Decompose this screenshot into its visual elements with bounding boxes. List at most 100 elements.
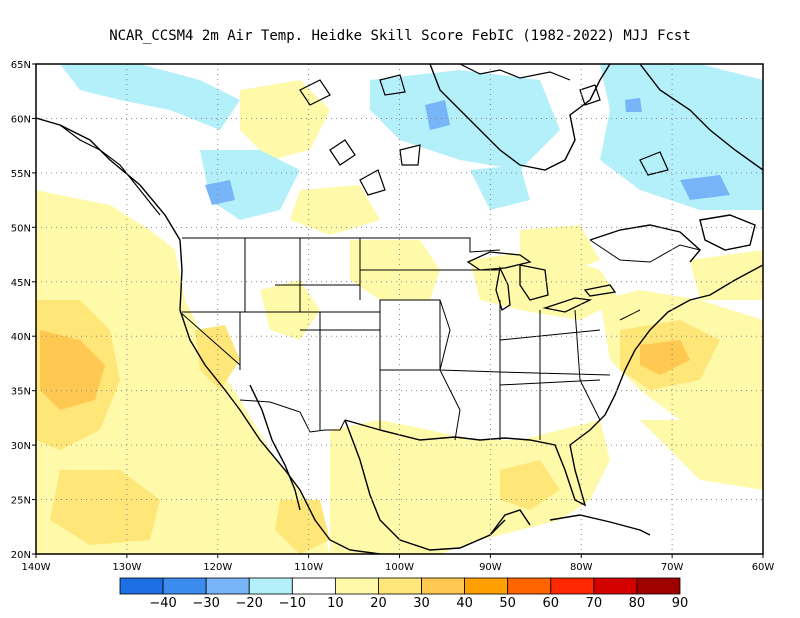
skill-blue-dark-3 xyxy=(625,98,642,112)
skill-region-labrador-blue xyxy=(600,64,763,210)
lake-squiggle-1 xyxy=(329,139,356,166)
colorbar-label: 90 xyxy=(672,596,689,611)
lake-squiggle-7 xyxy=(639,151,669,176)
colorbar-label: 10 xyxy=(327,596,344,611)
skill-region-mexico-coast xyxy=(275,500,330,554)
skill-blue-dark-4 xyxy=(680,175,730,200)
lon-label: 80W xyxy=(570,562,593,573)
bc-islands xyxy=(59,124,161,216)
lon-label: 90W xyxy=(479,562,502,573)
colorbar-swatch xyxy=(636,577,681,595)
lat-label: 25N xyxy=(11,496,31,507)
skill-region-east-peak xyxy=(640,340,690,375)
skill-region-atlantic xyxy=(690,250,763,300)
skill-region-hudson-blue xyxy=(370,70,560,170)
st-lawrence xyxy=(589,224,701,263)
colorbar-swatch xyxy=(291,577,336,595)
colorbar-swatch xyxy=(550,577,595,595)
lat-lon-grid xyxy=(36,64,763,554)
lake-squiggle-4 xyxy=(299,79,331,106)
colorbar-swatch xyxy=(507,577,552,595)
lat-label: 65N xyxy=(11,60,31,71)
cuba xyxy=(549,514,651,536)
map-area xyxy=(36,64,763,554)
lat-label: 60N xyxy=(11,114,31,125)
lake-squiggle-3 xyxy=(399,144,421,166)
colorbar-label: 70 xyxy=(586,596,603,611)
canada-lakes xyxy=(59,64,669,216)
skill-region-west-coast xyxy=(36,190,330,554)
colorbar-label: 60 xyxy=(542,596,559,611)
skill-region-canada-central xyxy=(290,185,380,235)
colorbar: −40 −30 −20 −10 10 20 30 40 50 60 70 80 90 xyxy=(119,577,689,611)
lon-label: 100W xyxy=(385,562,414,573)
skill-shading-30-40 xyxy=(40,330,690,410)
figure-title: NCAR_CCSM4 2m Air Temp. Heidke Skill Sco… xyxy=(109,28,691,44)
skill-blue-dark-2 xyxy=(425,100,450,130)
lon-label: 60W xyxy=(752,562,775,573)
lake-huron xyxy=(519,264,549,301)
lon-label: 130W xyxy=(112,562,141,573)
lat-label: 35N xyxy=(11,387,31,398)
lat-label: 50N xyxy=(11,223,31,234)
lake-squiggle-2 xyxy=(359,169,386,196)
colorbar-label: −20 xyxy=(236,596,263,611)
longitude-labels: 140W 130W 120W 110W 100W 90W 80W 70W 60W xyxy=(22,554,775,573)
yucatan xyxy=(489,509,531,536)
skill-region-bc-blue xyxy=(200,150,300,220)
colorbar-label: 30 xyxy=(413,596,430,611)
hudson-bay xyxy=(429,64,611,171)
state-lines xyxy=(179,238,641,441)
colorbar-swatch xyxy=(248,577,293,595)
lon-label: 110W xyxy=(294,562,323,573)
lake-squiggle-5 xyxy=(379,74,406,96)
skill-region-ontario-blue xyxy=(470,165,530,210)
skill-region-baja xyxy=(50,470,160,545)
colorbar-label: −30 xyxy=(192,596,219,611)
colorbar-swatch xyxy=(593,577,638,595)
skill-region-pacific-south xyxy=(640,420,763,490)
skill-region-gulf xyxy=(330,420,610,554)
colorbar-swatch xyxy=(162,577,207,595)
lon-label: 70W xyxy=(661,562,684,573)
colorbar-swatch xyxy=(205,577,250,595)
colorbar-label: 40 xyxy=(456,596,473,611)
skill-blue-dark-1 xyxy=(205,180,235,205)
skill-region-gulf-core xyxy=(500,460,560,510)
colorbar-swatch xyxy=(334,577,379,595)
colorbar-label: 80 xyxy=(629,596,646,611)
political-boundaries xyxy=(179,237,701,441)
arctic-islands xyxy=(459,64,571,81)
skill-region-alaska-blue xyxy=(60,64,240,130)
colorbar-label: 50 xyxy=(499,596,516,611)
skill-region-canada-west xyxy=(240,80,330,160)
colorbar-swatch xyxy=(119,577,164,595)
colorbar-swatch xyxy=(464,577,509,595)
lat-label: 55N xyxy=(11,169,31,180)
lat-label: 30N xyxy=(11,441,31,452)
lake-squiggle-6 xyxy=(579,84,601,106)
lon-label: 140W xyxy=(22,562,51,573)
colorbar-swatch xyxy=(421,577,466,595)
lat-label: 45N xyxy=(11,278,31,289)
lake-ontario xyxy=(583,284,617,297)
mexico-us-border xyxy=(239,399,346,433)
skill-region-pacific-peak xyxy=(40,330,105,410)
lake-erie xyxy=(542,297,593,313)
colorbar-swatch xyxy=(378,577,422,595)
labrador-coast xyxy=(639,64,763,171)
colorbar-label: −10 xyxy=(279,596,306,611)
colorbar-label: −40 xyxy=(149,596,176,611)
west-coastline xyxy=(36,117,381,554)
latitude-labels: 65N 60N 55N 50N 45N 40N 35N 30N 25N 20N xyxy=(11,60,36,561)
skill-region-quebec xyxy=(520,225,600,275)
lat-label: 40N xyxy=(11,332,31,343)
lat-label: 20N xyxy=(11,550,31,561)
canada-us-border xyxy=(182,237,701,263)
skill-shading-negative xyxy=(60,64,763,220)
skill-region-rockies xyxy=(260,280,320,340)
colorbar-label: 20 xyxy=(370,596,387,611)
newfoundland xyxy=(699,214,756,251)
